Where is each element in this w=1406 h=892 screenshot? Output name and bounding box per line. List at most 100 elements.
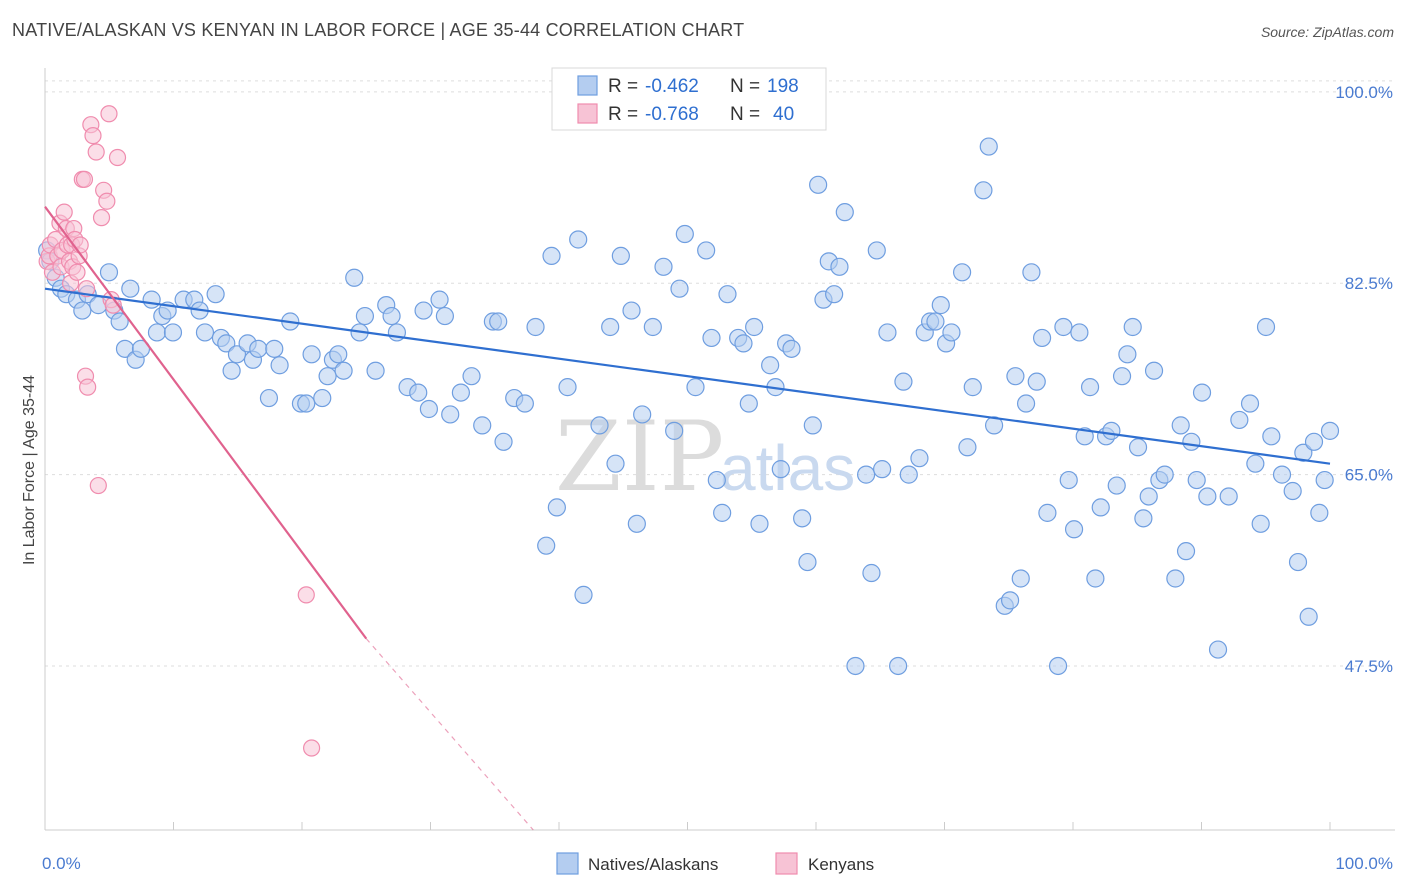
natives-point-150	[1091, 498, 1110, 517]
natives-point-63	[489, 312, 508, 331]
natives-point-90	[713, 503, 732, 522]
natives-point-70	[547, 498, 566, 517]
natives-point-184	[1310, 503, 1329, 522]
natives-point-38	[297, 394, 316, 413]
natives-point-135	[1006, 367, 1025, 386]
kenyans-point-38	[302, 739, 321, 757]
natives-point-34	[265, 339, 284, 358]
legend-swatch-natives	[577, 75, 598, 96]
kenyans-trend-line	[44, 206, 368, 640]
natives-point-115	[873, 460, 892, 479]
natives-point-39	[302, 345, 321, 364]
natives-point-177	[1262, 427, 1281, 446]
trend-lines	[44, 206, 1331, 831]
natives-point-154	[1112, 367, 1132, 386]
legend-r-label-2: R =	[608, 104, 638, 125]
natives-point-80	[633, 405, 652, 424]
natives-point-20	[163, 323, 183, 342]
kenyans-point-29	[89, 476, 107, 495]
natives-point-131	[979, 137, 998, 156]
natives-point-112	[857, 465, 876, 484]
legend-n-value-1: 198	[767, 76, 799, 97]
natives-point-96	[750, 514, 769, 533]
natives-point-136	[1011, 569, 1030, 588]
stats-legend: R = -0.462 N = 198 R = -0.768 N = 40	[551, 67, 827, 131]
natives-point-61	[473, 416, 492, 435]
legend-r-value-1: -0.462	[645, 76, 699, 97]
natives-point-162	[1155, 465, 1174, 484]
legend-n-label-2: N =	[730, 104, 760, 125]
kenyans-point-32	[98, 192, 116, 210]
axes	[44, 68, 1395, 831]
natives-point-140	[1032, 328, 1052, 348]
natives-point-41	[318, 367, 337, 386]
natives-point-50	[382, 306, 401, 326]
natives-point-155	[1118, 345, 1137, 364]
series-kenyans-points	[38, 105, 321, 757]
natives-point-73	[574, 585, 593, 604]
natives-point-168	[1192, 383, 1212, 402]
natives-point-172	[1230, 410, 1249, 430]
natives-point-163	[1166, 569, 1185, 588]
natives-point-56	[430, 290, 449, 309]
natives-point-113	[862, 563, 881, 583]
natives-point-95	[745, 317, 764, 337]
natives-point-182	[1299, 607, 1318, 626]
natives-point-181	[1294, 443, 1313, 462]
natives-point-180	[1288, 552, 1308, 572]
natives-point-40	[313, 388, 332, 408]
natives-point-108	[825, 285, 844, 304]
natives-point-171	[1219, 487, 1238, 506]
natives-point-148	[1080, 378, 1100, 397]
kenyans-point-36	[108, 148, 127, 167]
natives-point-67	[526, 317, 545, 337]
natives-point-102	[793, 509, 812, 528]
natives-point-27	[217, 334, 236, 353]
legend-r-value-2: -0.768	[645, 104, 699, 125]
bottom-legend-kenyans: Kenyans	[808, 855, 874, 874]
natives-point-116	[878, 323, 897, 342]
natives-point-138	[1022, 263, 1041, 282]
natives-point-43	[329, 345, 348, 364]
natives-point-164	[1171, 416, 1190, 435]
natives-point-66	[515, 394, 534, 413]
natives-point-59	[451, 383, 470, 402]
kenyans-point-27	[84, 127, 102, 145]
natives-point-157	[1128, 438, 1148, 457]
natives-point-13	[121, 279, 140, 298]
natives-point-104	[803, 416, 822, 435]
natives-point-84	[670, 279, 689, 298]
natives-point-64	[494, 432, 513, 451]
legend-swatch-kenyans	[577, 103, 598, 124]
natives-point-79	[627, 514, 646, 533]
natives-point-178	[1272, 465, 1292, 484]
natives-point-167	[1187, 470, 1206, 490]
natives-point-144	[1059, 470, 1078, 490]
natives-point-117	[889, 656, 908, 676]
natives-point-57	[435, 306, 454, 326]
y-tick-label-2: 65.0%	[1345, 466, 1393, 485]
natives-point-11	[110, 312, 129, 331]
legend-n-label-1: N =	[730, 76, 760, 97]
natives-point-124	[931, 296, 950, 315]
natives-point-129	[963, 378, 982, 397]
kenyans-point-18	[68, 263, 86, 281]
natives-point-58	[441, 405, 460, 424]
natives-point-103	[798, 552, 817, 572]
natives-point-134	[1000, 591, 1020, 610]
natives-point-139	[1027, 372, 1046, 391]
natives-point-33	[259, 388, 279, 408]
series-legend: Natives/Alaskans Kenyans	[556, 852, 874, 875]
natives-point-176	[1256, 317, 1276, 337]
natives-point-25	[206, 285, 225, 304]
natives-point-93	[734, 334, 753, 353]
natives-point-147	[1075, 427, 1094, 446]
y-axis-title: In Labor Force | Age 35-44	[21, 375, 38, 565]
natives-point-145	[1064, 520, 1084, 539]
natives-point-142	[1048, 656, 1068, 676]
kenyans-point-28	[87, 143, 105, 161]
natives-point-169	[1198, 487, 1217, 506]
natives-point-128	[958, 438, 977, 457]
legend-n-value-2: 40	[773, 104, 794, 125]
natives-point-105	[809, 175, 828, 194]
